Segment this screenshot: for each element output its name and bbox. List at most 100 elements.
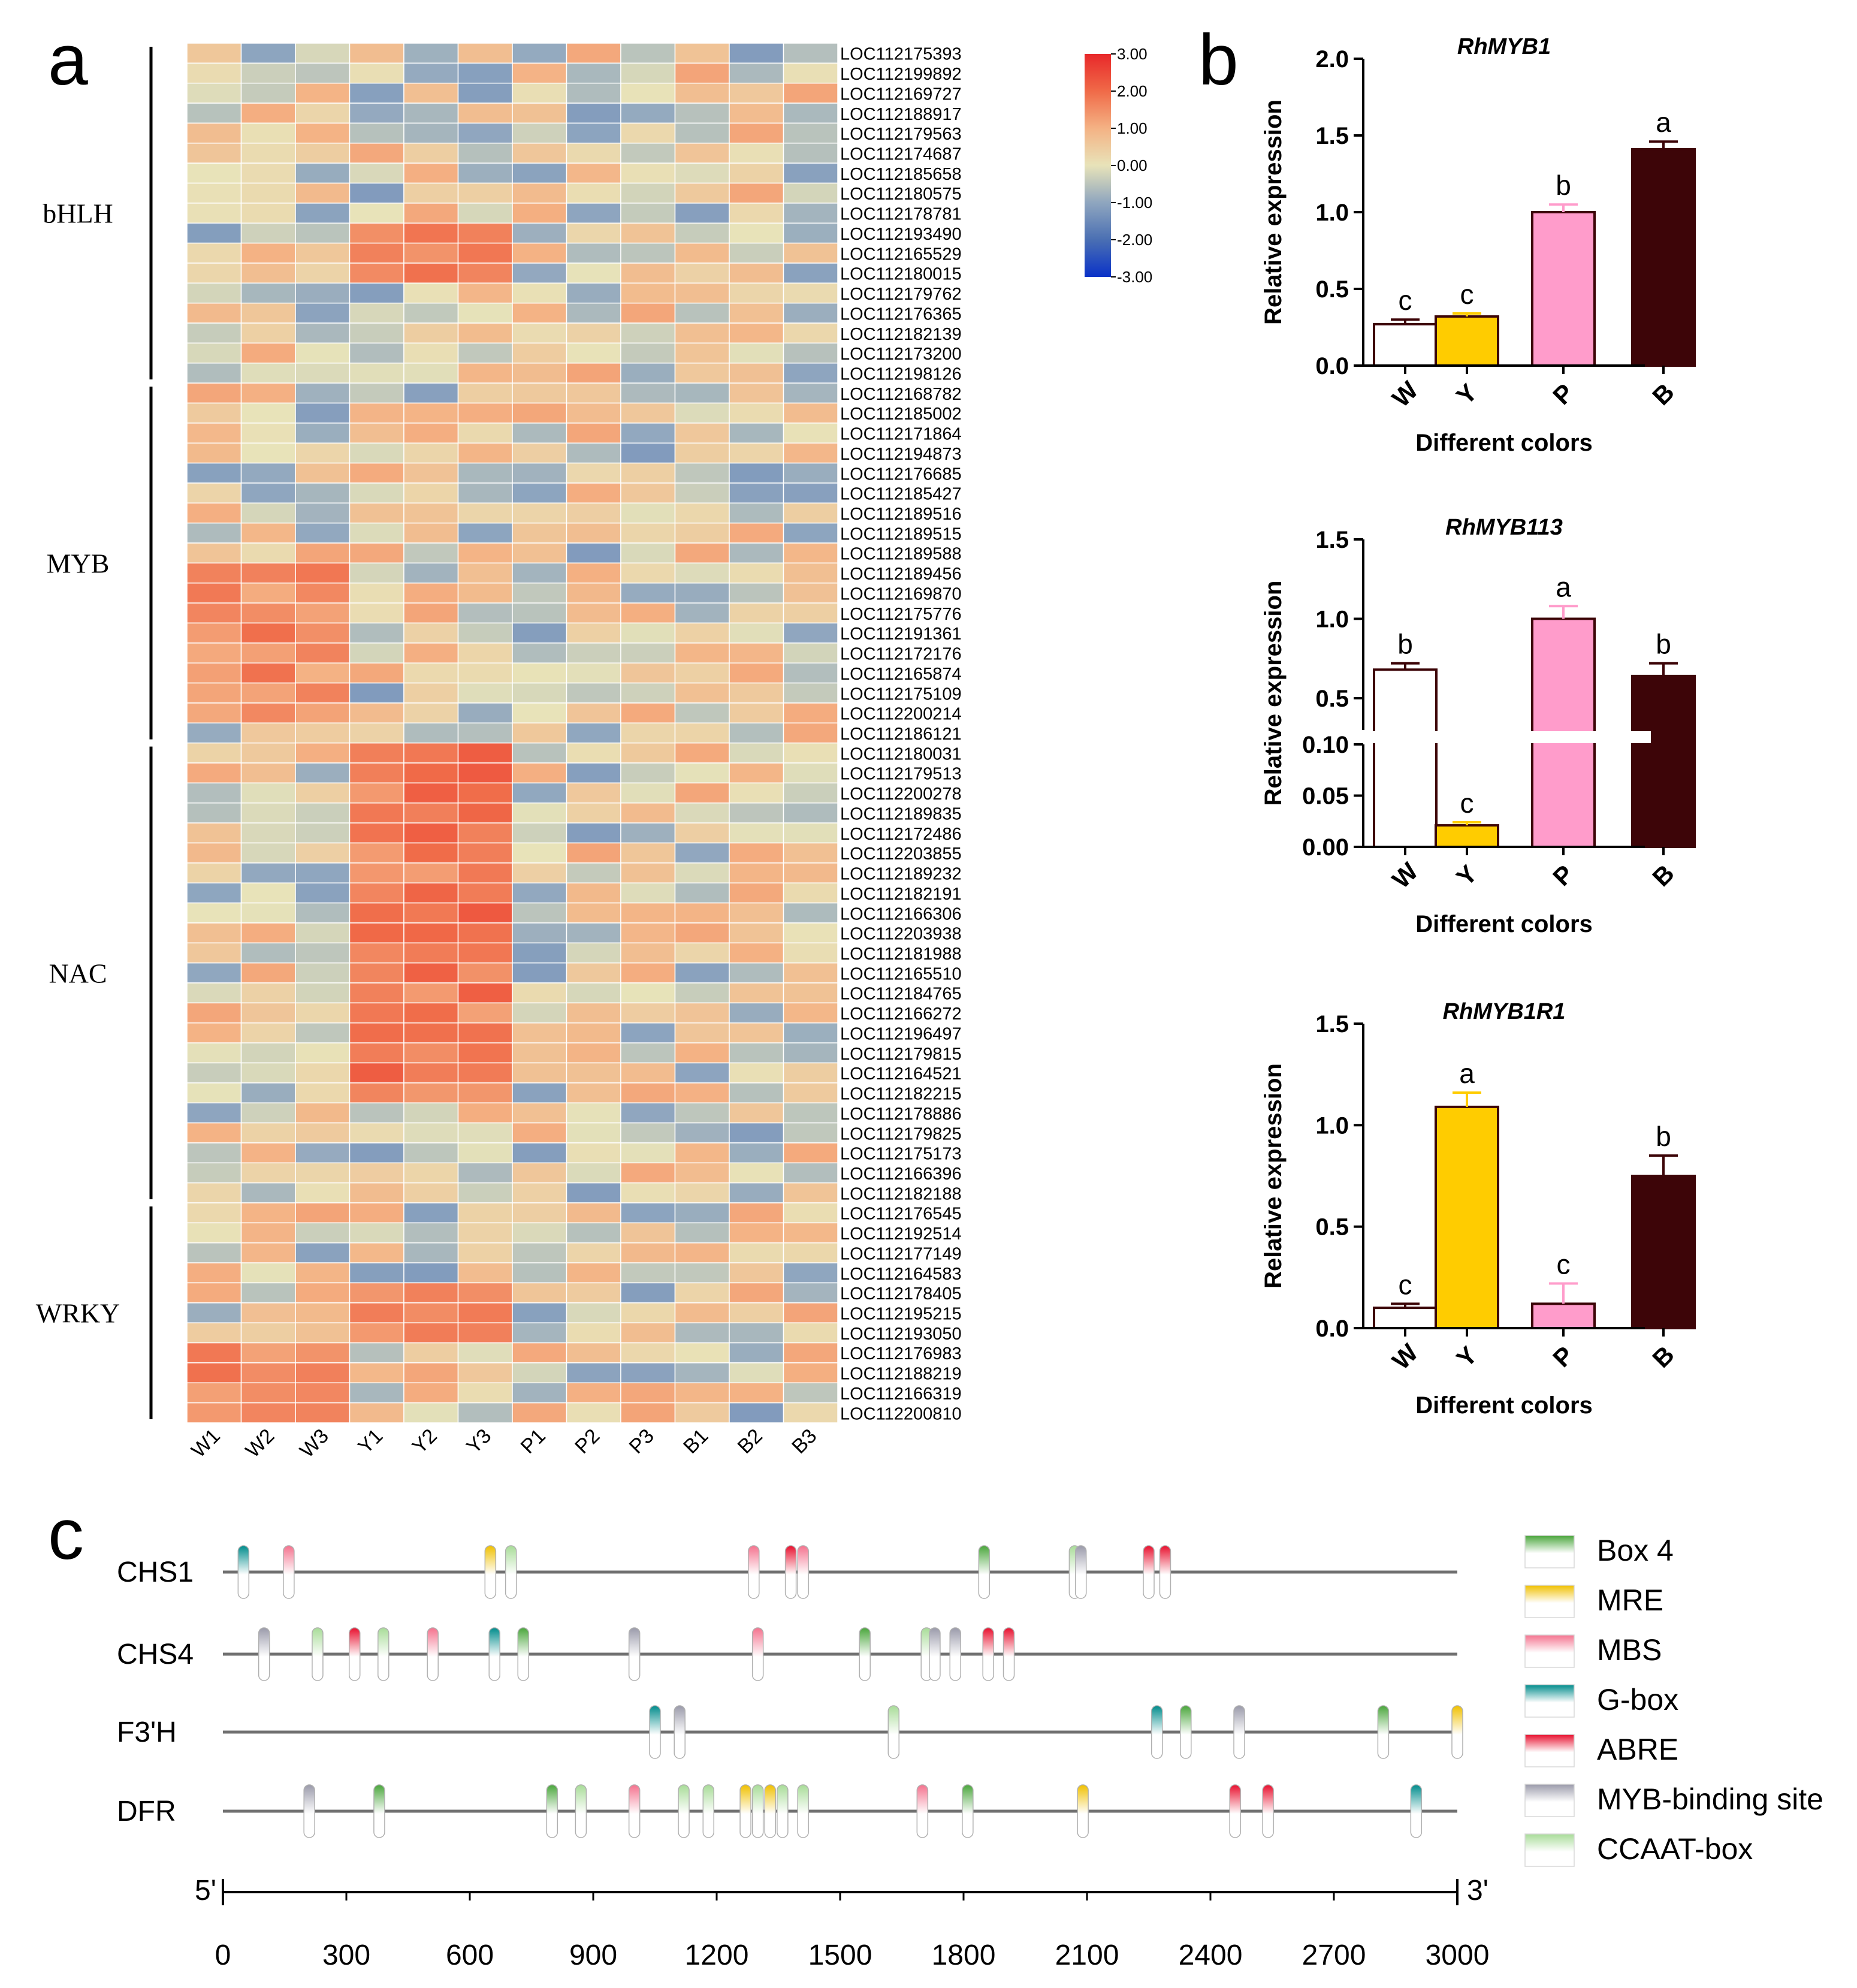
heatmap-cell	[349, 822, 404, 844]
heatmap-cell	[512, 82, 567, 104]
significance-letter: a	[1656, 107, 1671, 138]
heatmap-cell	[566, 642, 621, 663]
heatmap-cell	[349, 922, 404, 944]
heatmap-cell	[403, 782, 459, 804]
heatmap-cell	[457, 902, 513, 924]
heatmap-cell	[566, 1182, 621, 1203]
heatmap-cell	[349, 263, 404, 284]
heatmap-cell	[566, 322, 621, 344]
heatmap-cell	[512, 1382, 567, 1404]
heatmap-cell	[729, 203, 784, 224]
heatmap-cell	[674, 762, 730, 784]
heatmap-cell	[295, 942, 351, 964]
row-label: LOC112189456	[840, 565, 962, 584]
heatmap-cell	[512, 662, 567, 684]
heatmap-cell	[729, 862, 784, 883]
heatmap-cell	[783, 722, 838, 744]
heatmap-cell	[512, 1002, 567, 1024]
row-label: LOC112188917	[840, 105, 962, 124]
column-label: B2	[733, 1425, 767, 1458]
heatmap-cell	[186, 203, 242, 224]
row-label: LOC112175776	[840, 605, 962, 624]
heatmap-cell	[783, 1362, 838, 1384]
heatmap-cell	[620, 942, 676, 964]
heatmap-cell	[783, 302, 838, 324]
heatmap-cell	[457, 922, 513, 944]
heatmap-cell	[240, 803, 296, 823]
heatmap-cell	[512, 682, 567, 704]
heatmap-cell	[295, 62, 351, 84]
heatmap-cell	[349, 602, 404, 624]
heatmap-cell	[403, 263, 459, 284]
heatmap-cell	[674, 682, 730, 704]
heatmap-cell	[457, 1262, 513, 1284]
y-tick-label: 0.0	[1315, 1316, 1349, 1342]
heatmap-cell	[403, 902, 459, 924]
heatmap-cell	[240, 263, 296, 284]
heatmap-cell	[566, 462, 621, 484]
heatmap-cell	[566, 1322, 621, 1344]
heatmap-cell	[240, 382, 296, 404]
heatmap-cell	[620, 1322, 676, 1344]
heatmap-cell	[783, 1382, 838, 1404]
heatmap-cell	[240, 1102, 296, 1124]
heatmap-cell	[349, 502, 404, 524]
heatmap-cell	[512, 62, 567, 84]
row-label: LOC112191361	[840, 625, 962, 644]
heatmap-cell	[512, 1102, 567, 1124]
heatmap-cell	[349, 1162, 404, 1184]
heatmap-cell	[620, 263, 676, 284]
row-label: LOC112200278	[840, 785, 962, 804]
heatmap-cell	[403, 583, 459, 604]
heatmap-cell	[512, 902, 567, 924]
heatmap-cell	[403, 1062, 459, 1084]
heatmap-cell	[729, 402, 784, 424]
heatmap-cell	[457, 642, 513, 663]
heatmap-cell	[674, 822, 730, 844]
heatmap-cell	[240, 1222, 296, 1244]
heatmap-cell	[186, 782, 242, 804]
cis-element-marker	[517, 1627, 530, 1681]
heatmap-cell	[620, 242, 676, 264]
heatmap-cell	[566, 982, 621, 1004]
heatmap-cell	[295, 542, 351, 564]
cis-element-marker	[748, 1545, 760, 1599]
heatmap-cell	[674, 602, 730, 624]
heatmap-cell	[295, 1302, 351, 1323]
heatmap-cell	[674, 1162, 730, 1184]
heatmap-cell	[729, 962, 784, 984]
heatmap-cell	[240, 583, 296, 604]
heatmap-cell	[566, 622, 621, 644]
heatmap-cell	[674, 1022, 730, 1043]
heatmap-cell	[566, 1362, 621, 1384]
heatmap-cell	[186, 162, 242, 184]
heatmap-cell	[295, 302, 351, 324]
cis-element-marker	[751, 1784, 764, 1838]
heatmap-cell	[457, 502, 513, 524]
cis-element-marker	[373, 1784, 385, 1838]
heatmap-cell	[403, 922, 459, 944]
row-label: LOC112172176	[840, 645, 962, 664]
heatmap-cell	[457, 382, 513, 404]
heatmap-cell	[674, 882, 730, 904]
heatmap-cell	[566, 62, 621, 84]
heatmap-cell	[240, 862, 296, 883]
row-label: LOC112175109	[840, 684, 962, 704]
heatmap-cell	[729, 642, 784, 663]
heatmap-cell	[512, 43, 567, 64]
heatmap-cell	[403, 722, 459, 744]
chart-title: RhMYB1R1	[1443, 999, 1566, 1024]
heatmap-cell	[566, 1282, 621, 1304]
heatmap-cell	[186, 803, 242, 823]
heatmap-cell	[403, 1042, 459, 1064]
row-label: LOC112189588	[840, 545, 962, 564]
heatmap-cell	[674, 1142, 730, 1164]
heatmap-cell	[457, 862, 513, 883]
heatmap-cell	[457, 203, 513, 224]
heatmap-cell	[783, 1302, 838, 1323]
heatmap-cell	[512, 842, 567, 864]
heatmap-cell	[566, 562, 621, 584]
heatmap-cell	[457, 803, 513, 823]
heatmap-cell	[457, 423, 513, 444]
heatmap-cell	[729, 542, 784, 564]
